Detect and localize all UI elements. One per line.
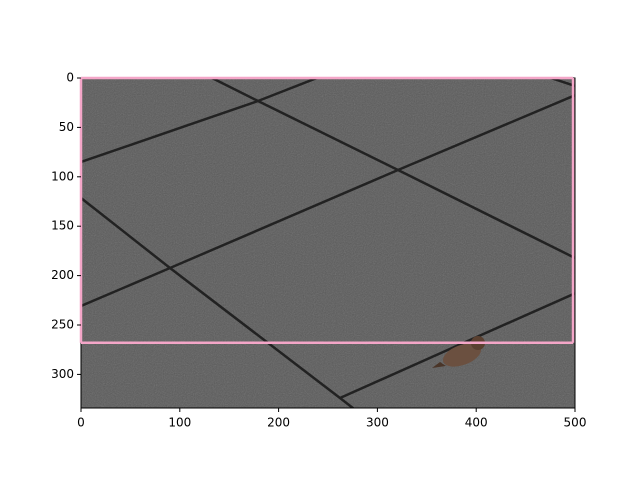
y-tick-label: 50 [59,120,74,134]
x-tick-label: 400 [465,416,488,430]
x-tick-label: 500 [564,416,587,430]
y-tick-label: 250 [51,318,74,332]
y-tick-label: 0 [66,71,74,85]
x-tick-label: 200 [267,416,290,430]
y-tick-label: 300 [51,367,74,381]
x-tick-label: 300 [366,416,389,430]
y-tick-label: 150 [51,219,74,233]
x-tick-label: 100 [168,416,191,430]
photo [81,78,575,408]
x-tick-label: 0 [77,416,85,430]
y-tick-label: 100 [51,169,74,183]
bird [432,336,485,368]
y-tick-label: 200 [51,268,74,282]
